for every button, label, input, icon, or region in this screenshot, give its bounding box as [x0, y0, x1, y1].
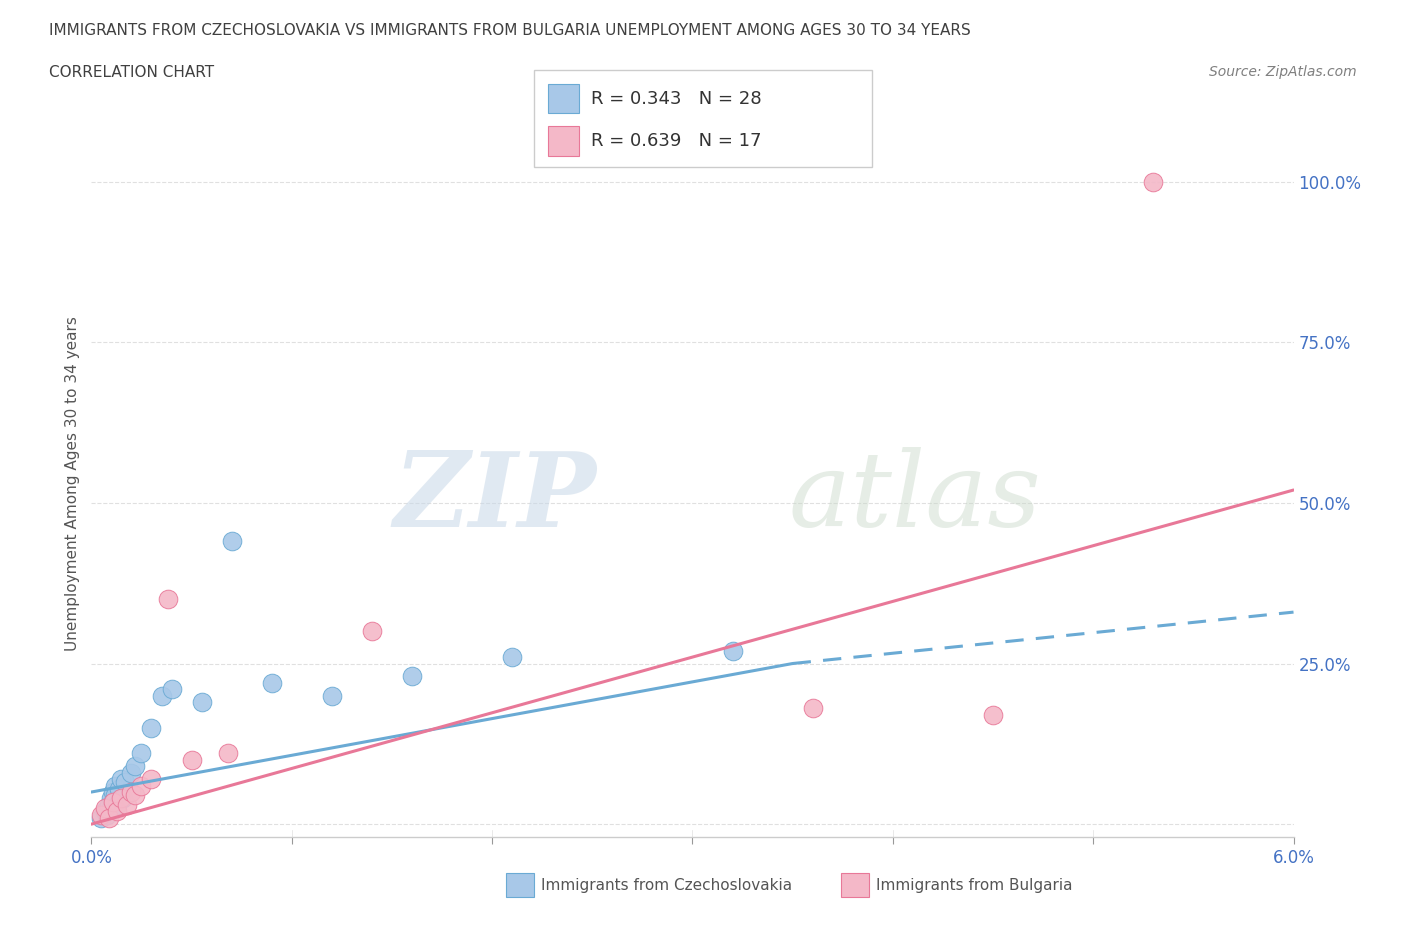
Point: [100, 801, 122, 816]
Point: [103, 794, 125, 809]
Point: [221, 534, 243, 549]
Y-axis label: Unemployment Among Ages 30 to 34 years: Unemployment Among Ages 30 to 34 years: [65, 316, 80, 651]
Point: [180, 752, 202, 767]
Point: [98, 810, 121, 825]
Point: [1142, 174, 1164, 189]
Point: [103, 794, 125, 809]
Point: [401, 669, 423, 684]
Point: [160, 682, 183, 697]
Point: [110, 791, 132, 806]
Point: [321, 688, 343, 703]
Point: [112, 791, 135, 806]
Point: [156, 591, 179, 606]
Point: [114, 775, 136, 790]
Text: CORRELATION CHART: CORRELATION CHART: [49, 65, 214, 80]
Point: [110, 772, 132, 787]
Text: ZIP: ZIP: [394, 447, 596, 549]
Point: [501, 650, 523, 665]
Point: [107, 797, 129, 812]
Point: [121, 765, 143, 780]
Point: [124, 788, 146, 803]
Point: [131, 746, 153, 761]
Text: Immigrants from Czechoslovakia: Immigrants from Czechoslovakia: [541, 878, 793, 893]
Point: [801, 701, 824, 716]
Point: [141, 772, 163, 787]
Point: [131, 778, 153, 793]
Point: [108, 781, 131, 796]
Point: [150, 688, 173, 703]
Text: Source: ZipAtlas.com: Source: ZipAtlas.com: [1209, 65, 1357, 79]
Point: [90, 810, 112, 825]
Point: [117, 797, 139, 812]
Point: [360, 624, 382, 639]
Point: [94, 801, 117, 816]
Point: [104, 788, 127, 803]
Text: R = 0.343   N = 28: R = 0.343 N = 28: [591, 89, 761, 108]
Text: Immigrants from Bulgaria: Immigrants from Bulgaria: [876, 878, 1073, 893]
Point: [217, 746, 239, 761]
Point: [100, 791, 122, 806]
Point: [103, 785, 125, 800]
Point: [981, 708, 1004, 723]
Point: [90, 807, 112, 822]
Point: [190, 695, 212, 710]
Text: IMMIGRANTS FROM CZECHOSLOVAKIA VS IMMIGRANTS FROM BULGARIA UNEMPLOYMENT AMONG AG: IMMIGRANTS FROM CZECHOSLOVAKIA VS IMMIGR…: [49, 23, 972, 38]
Text: R = 0.639   N = 17: R = 0.639 N = 17: [591, 132, 761, 151]
Point: [721, 644, 744, 658]
Point: [124, 759, 146, 774]
Point: [98, 797, 121, 812]
Point: [96, 807, 118, 822]
Point: [104, 778, 127, 793]
Point: [260, 675, 283, 690]
Point: [107, 804, 129, 818]
Text: atlas: atlas: [789, 447, 1042, 549]
Point: [141, 721, 163, 736]
Point: [121, 785, 143, 800]
Point: [94, 804, 117, 818]
